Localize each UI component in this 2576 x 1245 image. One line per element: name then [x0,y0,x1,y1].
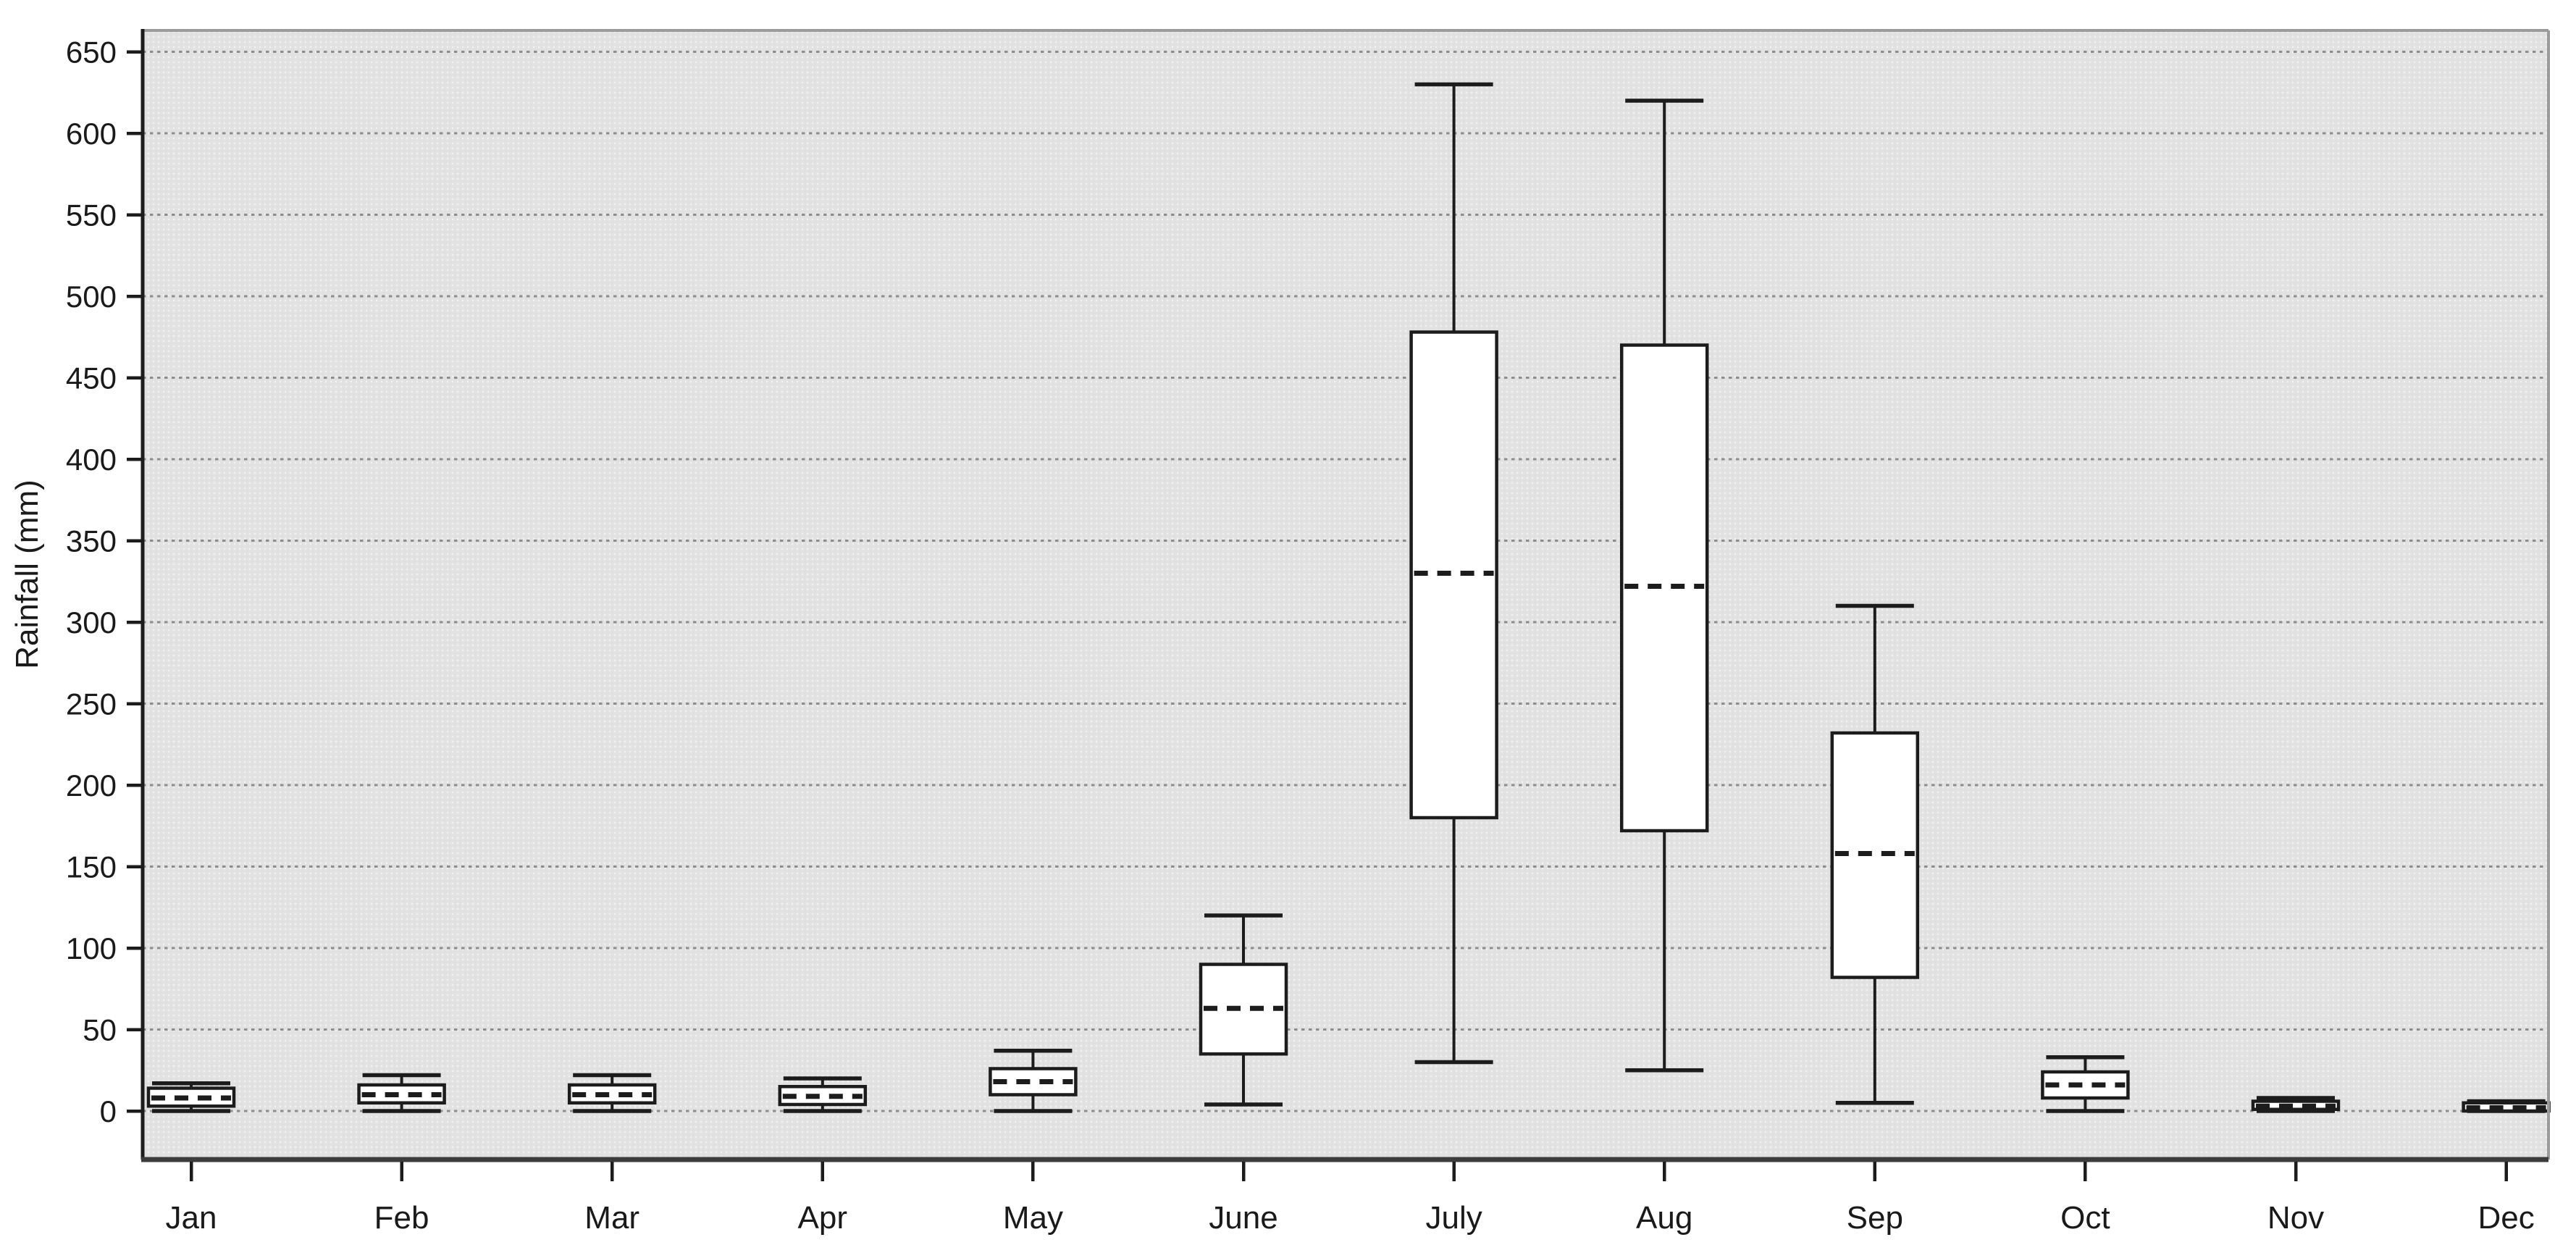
y-tick-label-250: 250 [66,687,117,721]
y-tick-label-300: 300 [66,605,117,640]
y-tick-label-350: 350 [66,524,117,558]
plot-area [143,30,2548,1160]
x-tick-label-June: June [1209,1200,1277,1236]
boxplot-May [989,1049,1078,1113]
y-tick-label-650: 650 [66,35,117,70]
x-tick-label-Jan: Jan [166,1200,217,1236]
x-tick-label-Sep: Sep [1847,1200,1903,1236]
y-tick-label-150: 150 [66,850,117,884]
x-tick-label-Apr: Apr [798,1200,847,1236]
boxplot-Oct [2041,1055,2130,1113]
boxplot-June [1199,913,1288,1107]
x-tick-label-Oct: Oct [2060,1200,2110,1236]
x-tick-label-July: July [1425,1200,1482,1236]
y-axis-title: Rainfall (mm) [9,479,45,669]
boxplots [146,82,2551,1113]
boxplot-Sep [1830,603,1920,1105]
iqr-box [357,1083,446,1104]
x-tick-label-Nov: Nov [2267,1200,2324,1236]
gridlines [143,51,2548,1112]
axes-frame [140,29,2550,1162]
plot-background [143,30,2548,1160]
y-tick-label-450: 450 [66,361,117,395]
boxplot-Dec [2462,1099,2551,1113]
y-tick-label-550: 550 [66,198,117,232]
boxplot-July [1409,82,1498,1065]
y-tick-label-400: 400 [66,443,117,477]
iqr-box [2251,1099,2341,1111]
boxplot-Jan [146,1081,236,1113]
y-tick-label-200: 200 [66,768,117,802]
x-tick-label-Feb: Feb [374,1200,429,1236]
y-tick-label-50: 50 [83,1013,117,1047]
y-tick-label-500: 500 [66,280,117,314]
boxplot-Mar [567,1073,657,1113]
boxplot-Nov [2251,1096,2341,1113]
y-axis-ticks: 0 50 100 150 200 250 300 350 400 450 500 550 600 650 [66,35,143,1128]
x-tick-label-Mar: Mar [584,1200,639,1236]
boxplot-Apr [778,1076,868,1113]
y-tick-label-0: 0 [100,1094,117,1128]
boxplot-Feb [357,1073,446,1113]
x-tick-label-Dec: Dec [2478,1200,2534,1236]
y-tick-label-600: 600 [66,117,117,151]
x-tick-label-Aug: Aug [1636,1200,1692,1236]
x-axis-ticks: Jan Feb Mar Apr May June July Aug Sep Oct Nov Dec [166,1162,2535,1236]
y-tick-label-100: 100 [66,931,117,965]
x-tick-label-May: May [1003,1200,1063,1236]
boxplot-Aug [1619,98,1709,1073]
